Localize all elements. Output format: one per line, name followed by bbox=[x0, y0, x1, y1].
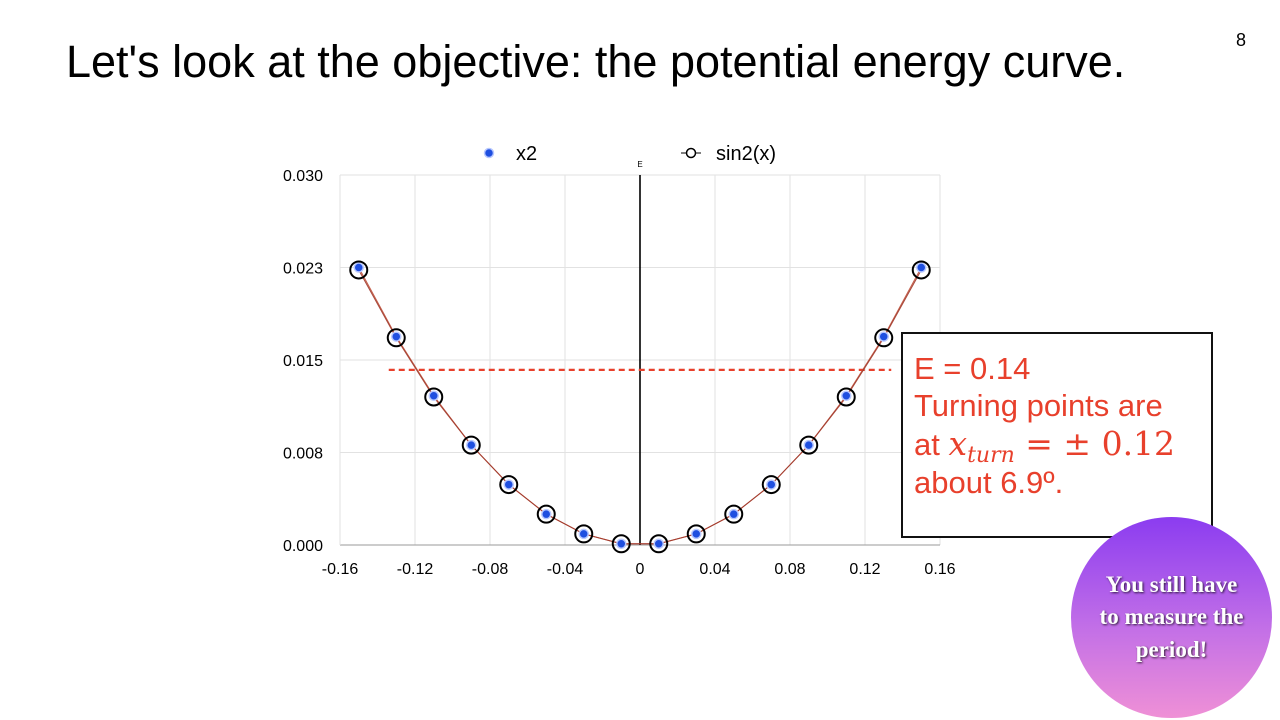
sin2-point bbox=[499, 475, 519, 495]
x2-point bbox=[653, 538, 664, 550]
annotation-at: at bbox=[914, 427, 949, 463]
sin2-point bbox=[724, 504, 744, 524]
sin2-point bbox=[574, 524, 594, 544]
sin2-point bbox=[536, 504, 556, 524]
x2-point bbox=[916, 262, 927, 273]
x2-point bbox=[766, 479, 777, 490]
annotation-math-line: at xturn = ± 0.12 bbox=[914, 424, 1211, 467]
y-tick-label: 0.008 bbox=[283, 446, 323, 463]
tick-label-layer: -0.16 -0.12 -0.08 -0.04 0 0.04 0.08 0.12 0.16 0.0… bbox=[283, 168, 956, 578]
x2-point bbox=[503, 479, 514, 490]
y-tick-label: 0.000 bbox=[283, 538, 323, 555]
sin2-point bbox=[911, 260, 931, 280]
legend-label-x2: x2 bbox=[516, 143, 537, 165]
x-tick-label: 0 bbox=[636, 561, 645, 578]
x2-point bbox=[616, 538, 627, 550]
series-line-sin2 bbox=[358, 269, 922, 545]
x-tick-label: 0.12 bbox=[849, 561, 880, 578]
x-tick-label: -0.08 bbox=[472, 561, 509, 578]
page-number: 8 bbox=[1236, 30, 1247, 50]
x-tick-label: 0.16 bbox=[924, 561, 955, 578]
slide-title: Let's look at the objective: the potenti… bbox=[66, 36, 1126, 87]
x2-point bbox=[466, 439, 477, 451]
x2-point bbox=[878, 331, 889, 342]
x2-point bbox=[541, 508, 552, 520]
chart-axes: E bbox=[339, 160, 940, 546]
sin2-point bbox=[874, 328, 894, 348]
x-tick-label: 0.04 bbox=[699, 561, 730, 578]
y-tick-label: 0.030 bbox=[283, 168, 323, 185]
legend-marker-x2 bbox=[483, 147, 495, 159]
y-tick-label: 0.015 bbox=[283, 353, 323, 370]
x-tick-label: 0.08 bbox=[774, 561, 805, 578]
sin2-point bbox=[761, 475, 781, 495]
x2-point bbox=[691, 528, 702, 540]
sin2-point bbox=[836, 387, 856, 407]
sin2-point bbox=[349, 260, 369, 280]
sin2-point bbox=[386, 328, 406, 348]
annotation-angle: about 6.9º. bbox=[914, 464, 1064, 500]
series-line-layer bbox=[358, 267, 922, 545]
x2-point bbox=[353, 262, 364, 273]
x-tick-label: -0.12 bbox=[397, 561, 434, 578]
series-marker-layer bbox=[349, 260, 931, 554]
math-subscript: turn bbox=[967, 443, 1015, 469]
math-value: = ± 0.12 bbox=[1014, 424, 1176, 464]
sin2-point bbox=[611, 534, 631, 554]
sin2-point bbox=[686, 524, 706, 544]
x-axis-title: E bbox=[637, 160, 642, 169]
turning-point-formula: xturn = ± 0.12 bbox=[948, 424, 1176, 467]
math-x: x bbox=[948, 424, 968, 464]
annotation-energy: E = 0.14 bbox=[914, 351, 1031, 386]
x2-point bbox=[841, 390, 852, 402]
x-tick-label: -0.16 bbox=[322, 561, 359, 578]
turning-point-annotation: E = 0.14 Turning points are at xturn = ±… bbox=[901, 332, 1213, 538]
x2-point bbox=[578, 528, 589, 540]
x2-point bbox=[728, 508, 739, 520]
sin2-point bbox=[799, 435, 819, 455]
sin2-point bbox=[461, 435, 481, 455]
x2-point bbox=[803, 439, 814, 451]
x2-point bbox=[391, 331, 402, 342]
callout-text: You still have to measure the period! bbox=[1099, 572, 1244, 662]
y-tick-label: 0.023 bbox=[283, 261, 323, 278]
legend-marker-sin2 bbox=[685, 147, 697, 159]
x-tick-label: -0.04 bbox=[547, 561, 584, 578]
x2-point bbox=[428, 390, 439, 402]
sin2-point bbox=[424, 387, 444, 407]
chart-legend: x2 sin2(x) bbox=[483, 143, 776, 165]
annotation-turning-points: Turning points are bbox=[914, 388, 1163, 424]
callout-bubble: You still have to measure the period! bbox=[1071, 517, 1272, 718]
legend-label-sin2: sin2(x) bbox=[716, 143, 776, 165]
sin2-point bbox=[649, 534, 669, 554]
